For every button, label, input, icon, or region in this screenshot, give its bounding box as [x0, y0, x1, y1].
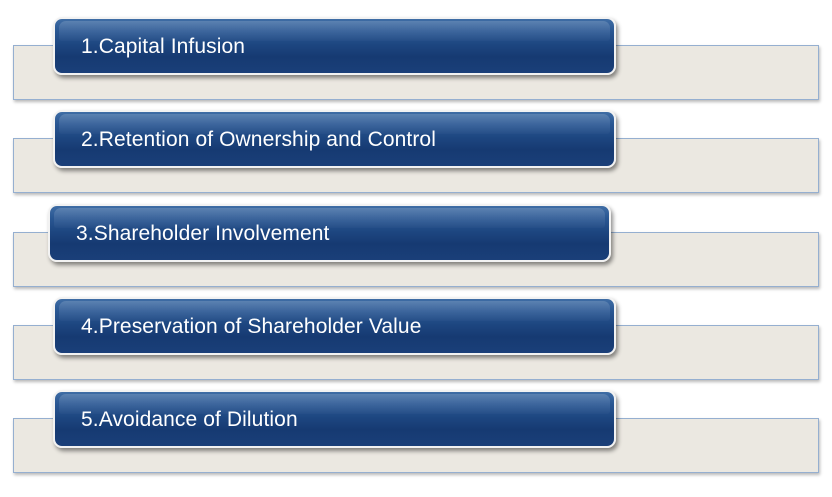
list-item-2-label: 2.Retention of Ownership and Control [81, 128, 436, 151]
list-item-1-label: 1.Capital Infusion [81, 35, 246, 58]
list-item-1: 1.Capital Infusion [0, 17, 832, 109]
list-item-4-pill: 4.Preservation of Shareholder Value [53, 297, 616, 355]
list-item-3: 3.Shareholder Involvement [0, 204, 832, 296]
list-item-5-label: 5.Avoidance of Dilution [81, 408, 298, 431]
list-item-2: 2.Retention of Ownership and Control [0, 110, 832, 202]
list-item-4-label: 4.Preservation of Shareholder Value [81, 315, 422, 338]
list-item-4: 4.Preservation of Shareholder Value [0, 297, 832, 389]
list-item-5-pill: 5.Avoidance of Dilution [53, 390, 616, 448]
list-item-5: 5.Avoidance of Dilution [0, 390, 832, 482]
list-item-2-pill: 2.Retention of Ownership and Control [53, 110, 616, 168]
list-item-1-pill: 1.Capital Infusion [53, 17, 616, 75]
list-item-3-pill: 3.Shareholder Involvement [48, 204, 611, 262]
list-item-3-label: 3.Shareholder Involvement [76, 222, 330, 245]
